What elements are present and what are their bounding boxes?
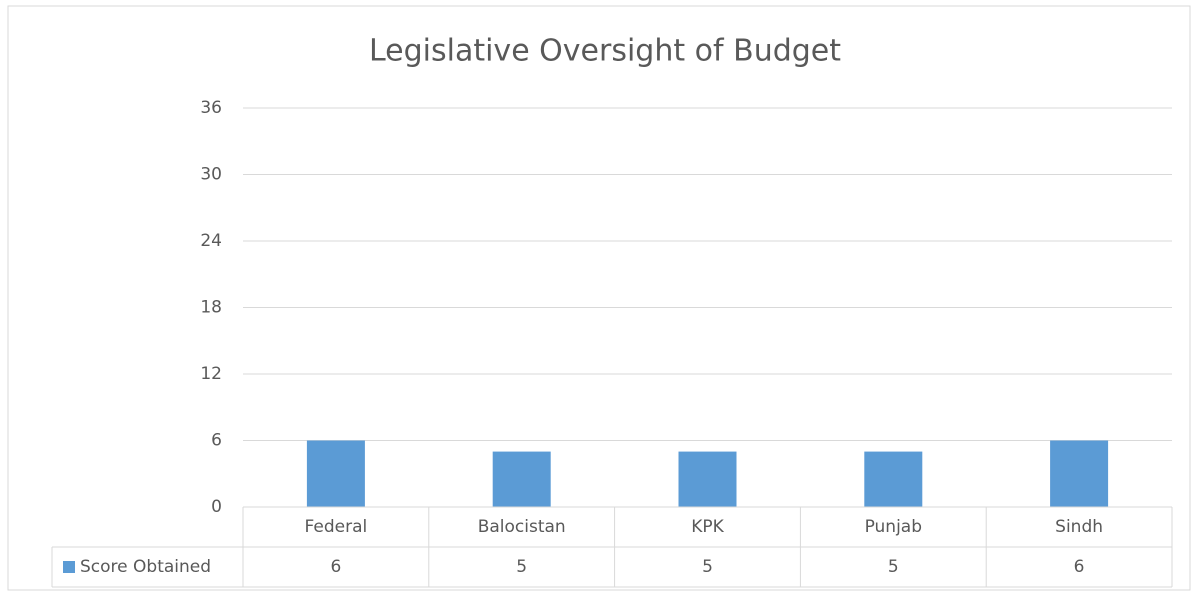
chart-title: Legislative Oversight of Budget [369,34,841,69]
table-value: 6 [1074,557,1085,577]
bar [306,440,365,507]
bar [1050,440,1109,507]
bar [678,451,737,507]
y-tick-label: 6 [211,431,222,451]
y-tick-label: 30 [200,165,222,185]
y-tick-label: 18 [200,298,222,318]
x-tick-label: Federal [305,517,368,537]
table-value: 6 [330,557,341,577]
x-tick-label: Balocistan [478,517,566,537]
legend-key [63,561,75,573]
y-tick-label: 36 [200,98,222,118]
table-value: 5 [702,557,713,577]
bar [864,451,923,507]
legend-label: Score Obtained [80,557,211,577]
x-tick-label: Punjab [865,517,922,537]
x-tick-label: Sindh [1055,517,1103,537]
bar [492,451,551,507]
y-tick-label: 24 [200,231,222,251]
y-tick-label: 12 [200,364,222,384]
table-value: 5 [516,557,527,577]
chart-border [7,5,1191,591]
x-tick-label: KPK [691,517,724,537]
y-tick-label: 0 [211,497,222,517]
table-value: 5 [888,557,899,577]
